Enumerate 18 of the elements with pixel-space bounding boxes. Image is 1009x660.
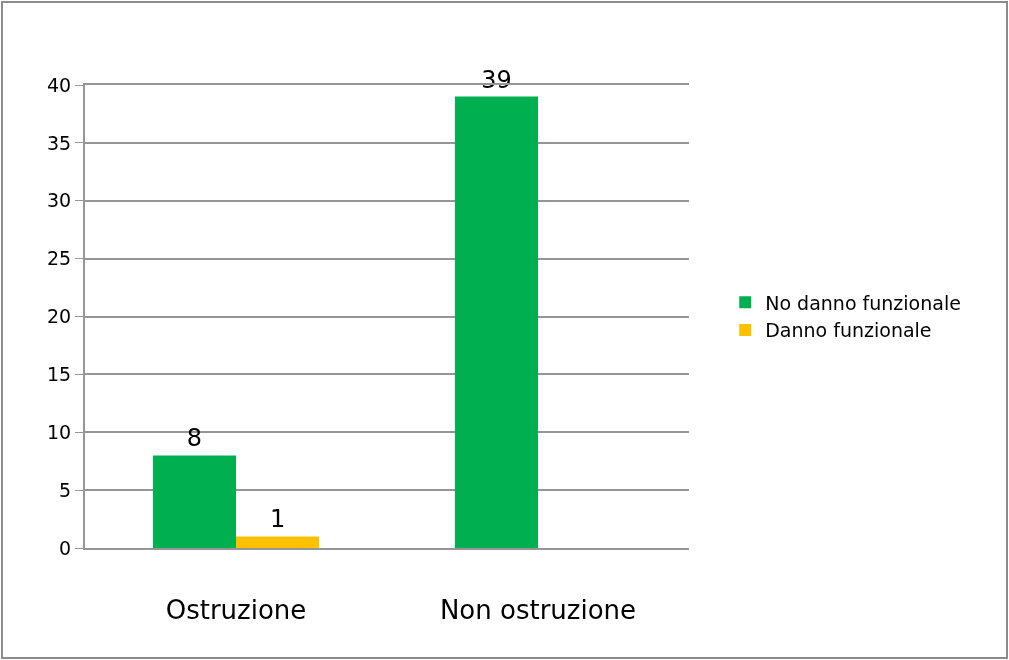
y-tick-label: 20 [47,305,72,328]
y-tick-label: 30 [47,189,72,212]
y-tick-label: 25 [47,247,72,270]
y-tick-label: 10 [47,420,72,443]
y-tick-label: 40 [47,73,72,96]
x-tick-label: Ostruzione [165,595,307,626]
x-tick-label: Non ostruzione [439,595,637,626]
y-tick-label: 0 [59,536,72,559]
bar [236,536,320,548]
bar [454,96,538,548]
bar [152,455,236,548]
y-tick-label: 35 [47,131,72,154]
legend-label: Danno funzionale [765,319,932,342]
data-label: 1 [269,505,286,534]
data-label: 8 [186,424,203,453]
y-tick-label: 15 [47,363,72,386]
y-tick-label: 5 [59,478,72,501]
legend-label: No danno funzionale [765,291,961,314]
